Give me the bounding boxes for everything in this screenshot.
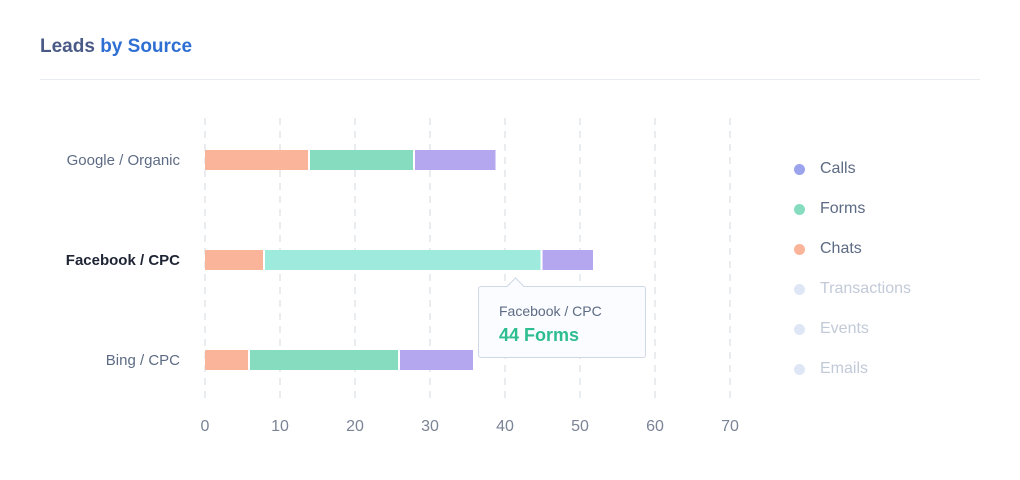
tooltip-value: 44 Forms (499, 325, 580, 345)
x-tick-label: 10 (271, 418, 289, 435)
legend-item-chats[interactable]: Chats (794, 229, 994, 269)
tooltip-title: Facebook / CPC (499, 303, 602, 319)
legend-item-calls[interactable]: Calls (794, 149, 994, 189)
bar-calls (542, 250, 593, 270)
legend-dot (794, 363, 805, 375)
bar-forms (310, 150, 413, 170)
bar-chats (205, 250, 263, 270)
x-tick-label: 20 (346, 418, 364, 435)
title-part-by-source: by Source (100, 36, 193, 57)
legend-item-emails[interactable]: Emails (794, 349, 994, 389)
legend-dot (794, 163, 805, 175)
chart-title: Leads by Source (40, 36, 192, 58)
chart-legend: Calls Forms Chats Transactions Events Emails (794, 149, 994, 389)
legend-dot (794, 323, 805, 335)
x-tick-label: 60 (646, 418, 664, 435)
bar-chats (205, 150, 308, 170)
legend-dot (794, 203, 805, 215)
bar-forms (265, 250, 541, 270)
bar-calls (415, 150, 496, 170)
header-divider (40, 79, 980, 80)
x-tick-label: 30 (421, 418, 439, 435)
x-tick-label: 0 (201, 418, 210, 435)
x-tick-label: 70 (721, 418, 739, 435)
legend-item-forms[interactable]: Forms (794, 189, 994, 229)
bar-forms (250, 350, 398, 370)
category-label: Google / Organic (67, 152, 181, 169)
x-tick-label: 40 (496, 418, 514, 435)
bar-calls (400, 350, 473, 370)
legend-label: Forms (820, 200, 866, 217)
legend-label: Emails (820, 360, 869, 377)
legend-label: Calls (820, 160, 856, 177)
legend-label: Chats (820, 240, 862, 257)
chart-tooltip: Facebook / CPC 44 Forms (478, 277, 646, 358)
bar-chats (205, 350, 248, 370)
legend-label: Transactions (820, 280, 911, 297)
title-part-leads: Leads (40, 36, 101, 57)
category-label: Facebook / CPC (66, 252, 180, 269)
legend-label: Events (820, 320, 869, 337)
x-tick-label: 50 (571, 418, 589, 435)
legend-item-events[interactable]: Events (794, 309, 994, 349)
legend-dot (794, 243, 805, 255)
category-label: Bing / CPC (106, 352, 180, 369)
legend-dot (794, 283, 805, 295)
legend-item-transactions[interactable]: Transactions (794, 269, 994, 309)
